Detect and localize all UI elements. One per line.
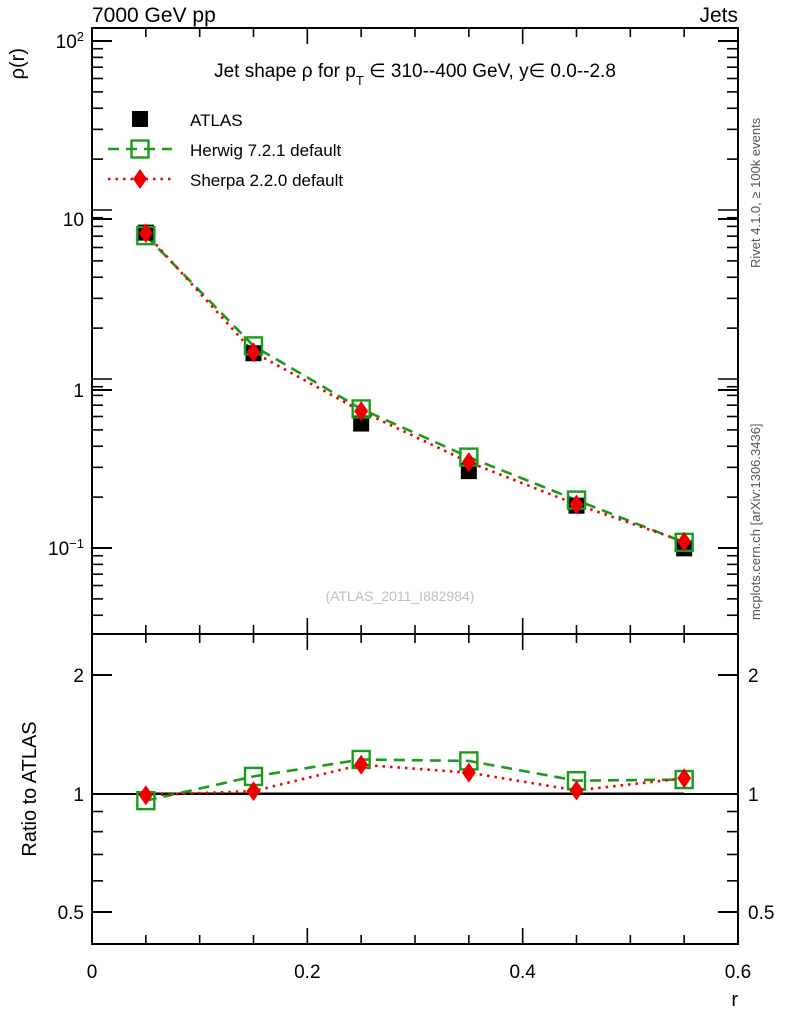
data-marker [354,401,369,422]
data-marker [246,781,261,802]
series-line [145,758,685,802]
data-marker [353,415,370,432]
ratio-x-ticks [145,634,685,944]
xtick-label: 0.4 [509,962,536,983]
ratio-ytick-1-left: 1 [73,785,84,806]
main-ytick-0.1: 10−1 [48,536,84,561]
xtick-label: 0.2 [294,962,320,983]
ratio-data-curves [136,749,694,811]
xtick-label: 0 [87,962,98,983]
ratio-ytick-0.5-left: 0.5 [58,903,84,924]
ratio-y-ticks [92,674,738,913]
main-panel: ρ(r) 102 10 1 10−1 Jet shape ρ for pT ∈ … [7,27,739,635]
data-marker [569,494,584,515]
xtick-label: 0.6 [725,962,751,983]
ratio-ylabel: Ratio to ATLAS [19,721,41,856]
ratio-panel: Ratio to ATLAS 2 1 0.5 2 1 0.5 [19,633,774,945]
data-marker [354,754,369,775]
data-marker [677,768,692,789]
main-y-minor-ticks [92,40,738,617]
header-right: Jets [699,4,738,27]
legend-item[interactable]: Herwig 7.2.1 default [108,139,341,161]
main-ytick-10: 10 [63,210,84,231]
ratio-ytick-0.5-right: 0.5 [748,903,774,924]
legend-label: Sherpa 2.2.0 default [190,171,343,190]
ratio-ytick-2-right: 2 [748,666,759,687]
data-marker [246,342,261,363]
xaxis-label: r [731,989,738,1011]
sidebar-mcplots-ref: mcplots.cern.ch [arXiv:1306.3436] [748,423,763,620]
data-marker [130,139,150,159]
sidebar-rivet-version: Rivet 4.1.0, ≥ 100k events [748,117,763,268]
series-markers [138,754,692,806]
ratio-y-minor-ticks [92,810,738,882]
main-x-ticks [145,28,685,634]
ratio-ytick-1-right: 1 [748,785,759,806]
main-title: Jet shape ρ for pT ∈ 310--400 GeV, y∈ 0.… [214,61,616,88]
dataset-watermark: (ATLAS_2011_I882984) [326,588,475,604]
x-tick-labels: 0 0.2 0.4 0.6 [87,962,752,983]
series-line [144,234,685,544]
main-ytick-1: 1 [73,381,84,402]
data-marker [461,762,476,783]
data-marker [133,169,147,189]
legend-item[interactable]: ATLAS [132,111,243,130]
data-marker [138,223,153,244]
legend-label: Herwig 7.2.1 default [190,141,341,160]
legend-label: ATLAS [190,111,243,130]
data-marker [138,785,153,806]
data-marker [132,111,148,127]
legend: ATLAS Herwig 7.2.1 default Sherpa 2.2.0 de… [108,111,343,190]
data-marker [677,531,692,552]
main-data-curves [136,223,694,557]
legend-item[interactable]: Sherpa 2.2.0 default [108,169,343,190]
ratio-ytick-2-left: 2 [73,666,84,687]
series-markers [138,223,692,552]
data-marker [569,780,584,801]
header-left: 7000 GeV pp [92,4,216,27]
main-ylabel: ρ(r) [7,48,29,79]
data-marker [461,452,476,473]
